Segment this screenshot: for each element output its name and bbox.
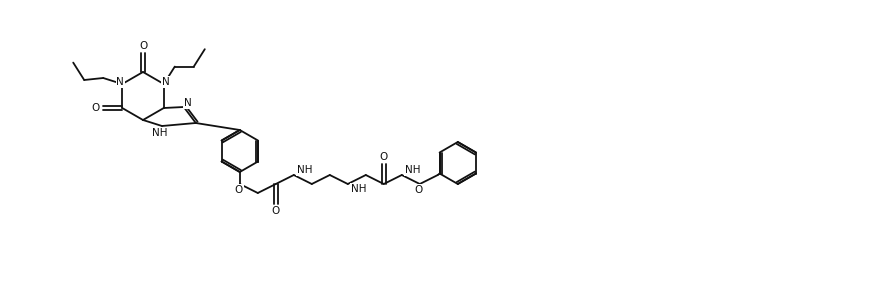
Text: N: N (162, 77, 170, 87)
Text: O: O (380, 152, 388, 162)
Text: NH: NH (297, 165, 313, 175)
Text: N: N (116, 77, 124, 87)
Text: O: O (234, 185, 243, 195)
Text: O: O (415, 185, 423, 195)
Text: O: O (272, 206, 280, 216)
Text: NH: NH (152, 128, 168, 138)
Text: O: O (139, 41, 147, 51)
Text: NH: NH (351, 184, 366, 194)
Text: O: O (91, 103, 99, 113)
Text: N: N (184, 98, 192, 108)
Text: NH: NH (405, 165, 420, 175)
